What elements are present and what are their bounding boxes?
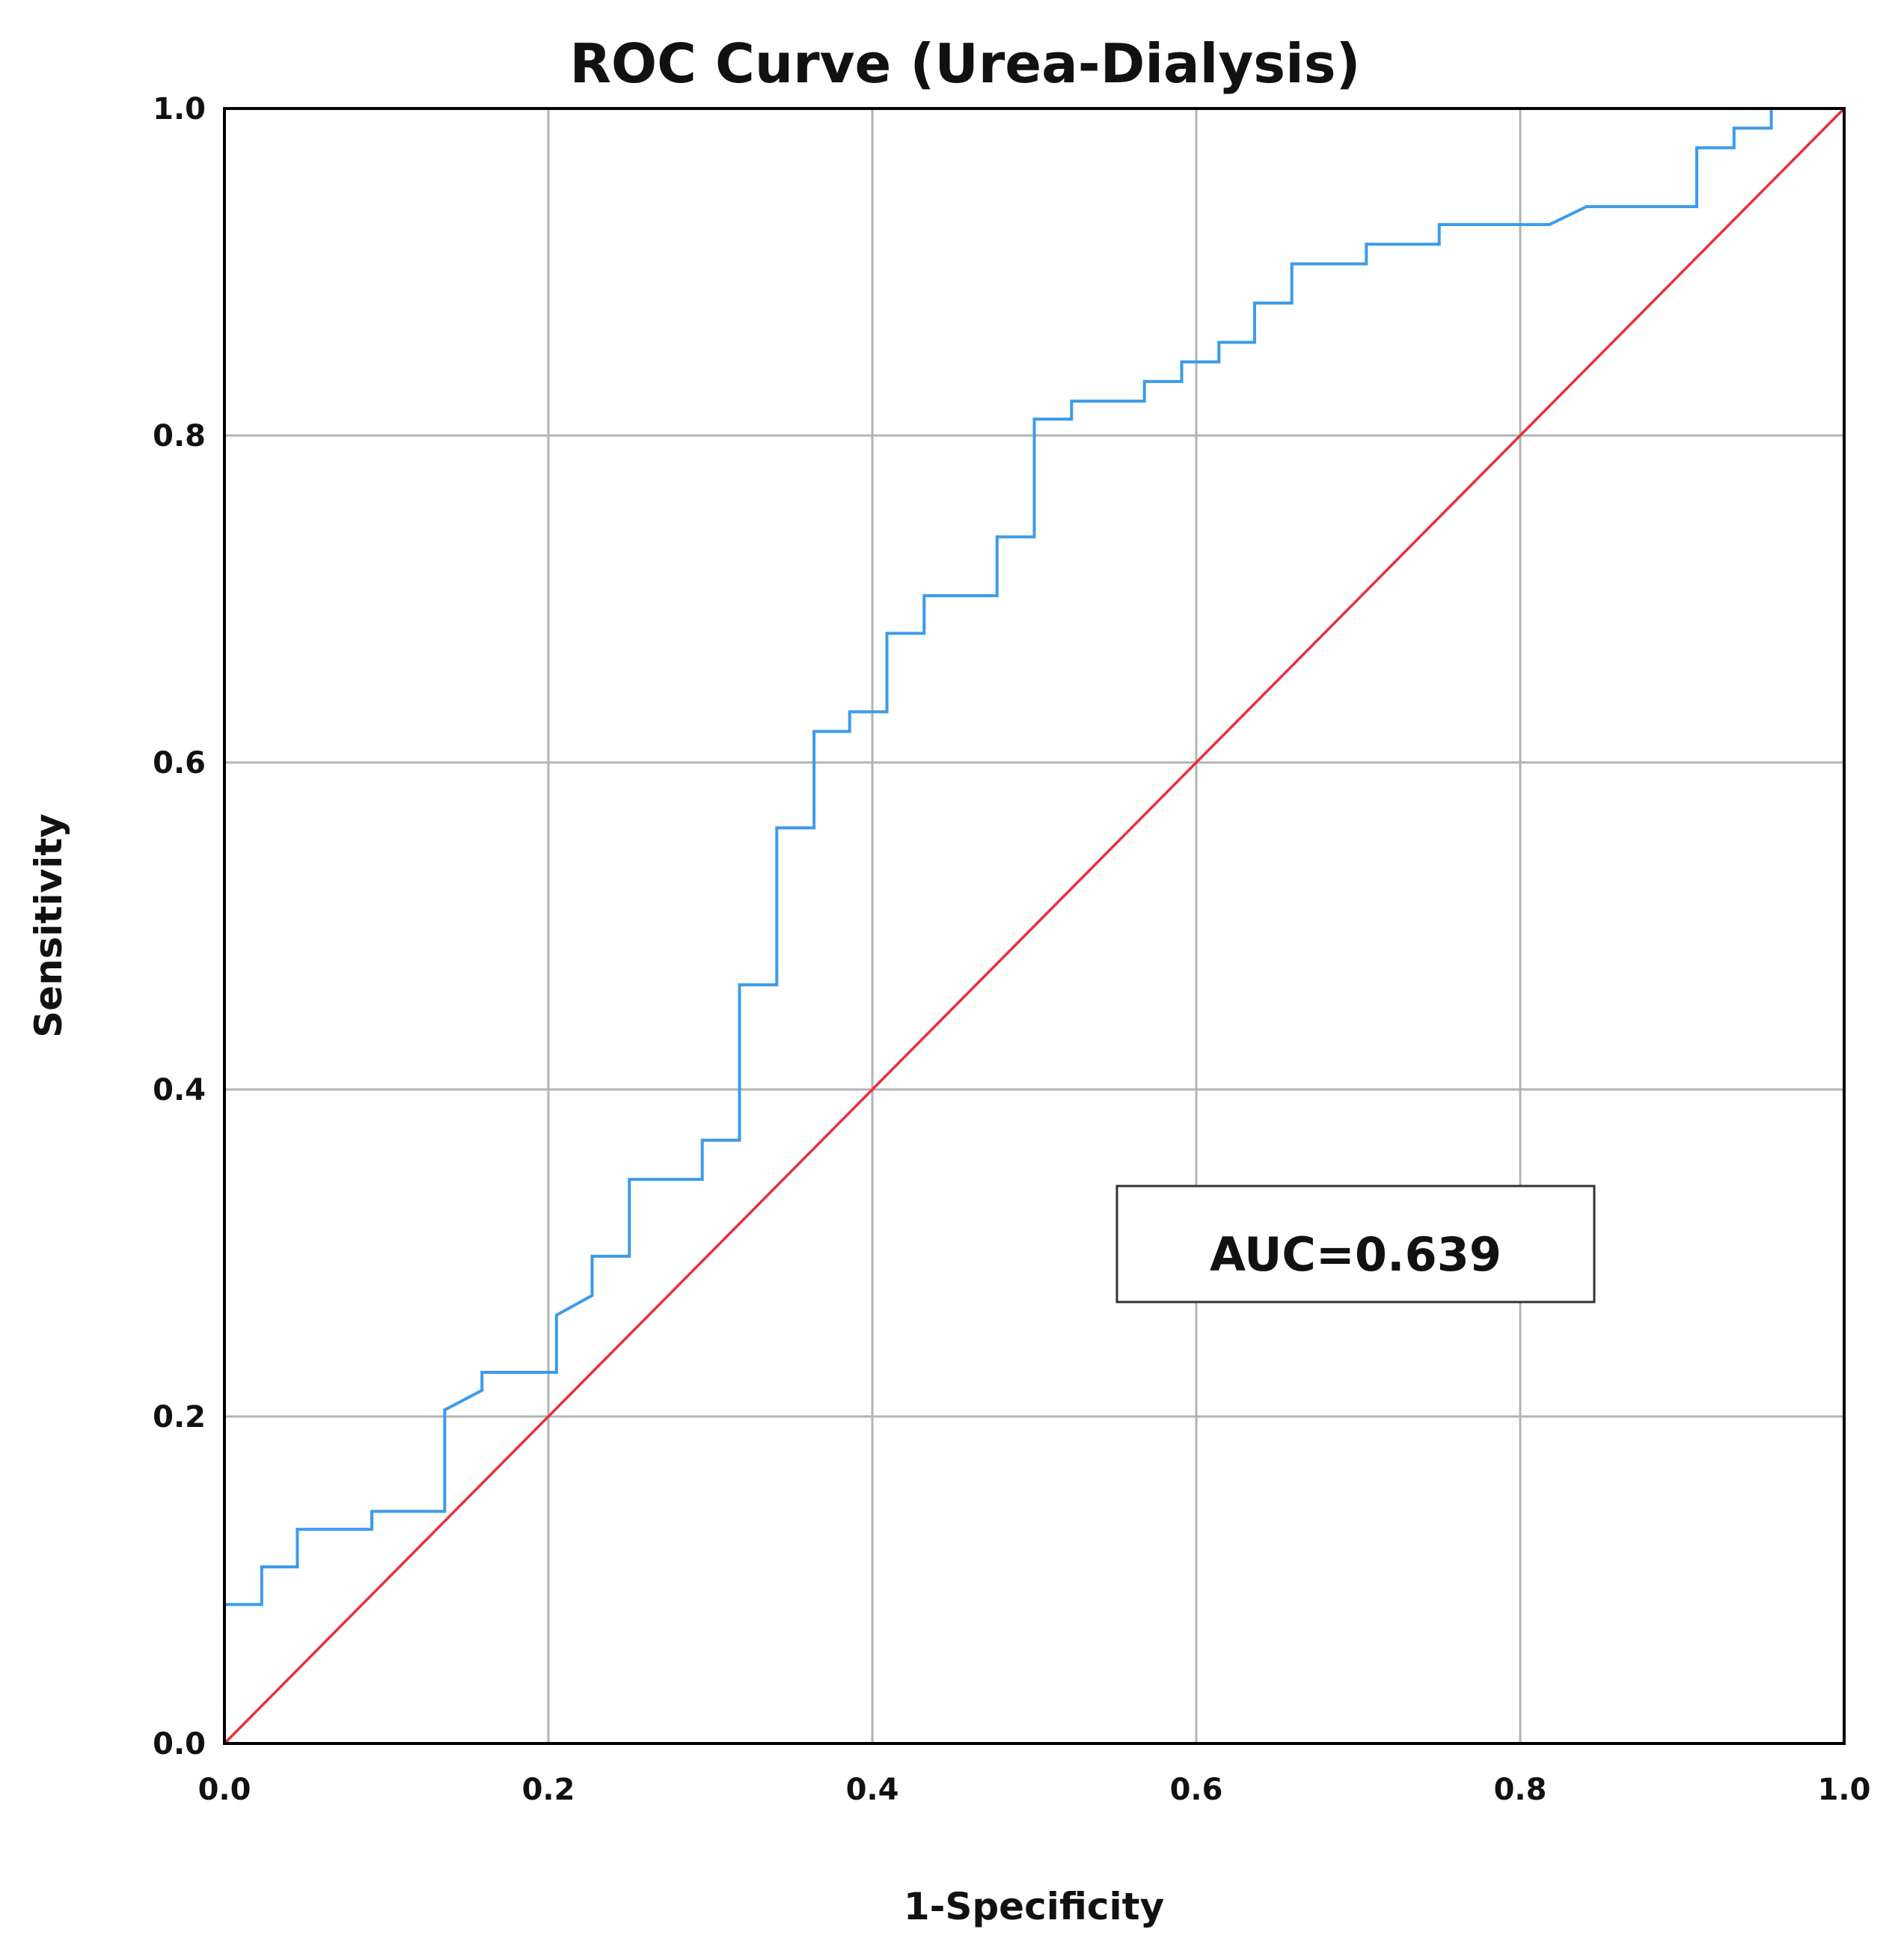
auc-box <box>1115 1185 1596 1303</box>
x-tick-label: 1.0 <box>1818 1773 1871 1807</box>
auc-annotation: AUC=0.639 <box>1115 1185 1596 1303</box>
plot-frame <box>223 107 1846 1745</box>
x-tick-label: 0.8 <box>1494 1773 1547 1807</box>
auc-label: AUC=0.639 <box>1210 1227 1502 1282</box>
x-tick-labels: 0.0 0.2 0.4 0.6 0.8 1.0 <box>198 1773 1871 1807</box>
x-tick-label: 0.2 <box>522 1773 575 1807</box>
roc-curve-line <box>223 107 1844 1743</box>
y-tick-label: 0.2 <box>153 1400 206 1434</box>
reference-line <box>223 107 1846 1745</box>
y-tick-label: 1.0 <box>153 92 206 126</box>
y-axis-label: Sensitivity <box>27 813 70 1038</box>
y-tick-label: 0.6 <box>153 746 206 780</box>
y-tick-labels: 0.0 0.2 0.4 0.6 0.8 1.0 <box>153 92 206 1761</box>
y-tick-label: 0.4 <box>153 1073 206 1107</box>
x-tick-label: 0.4 <box>846 1773 899 1807</box>
x-tick-label: 0.0 <box>198 1773 251 1807</box>
x-axis-label: 1-Specificity <box>904 1885 1164 1928</box>
y-tick-label: 0.8 <box>153 419 206 453</box>
chart-title: ROC Curve (Urea-Dialysis) <box>569 32 1360 95</box>
x-tick-label: 0.6 <box>1170 1773 1223 1807</box>
plot-series <box>223 107 1846 1745</box>
y-tick-label: 0.0 <box>153 1727 206 1761</box>
